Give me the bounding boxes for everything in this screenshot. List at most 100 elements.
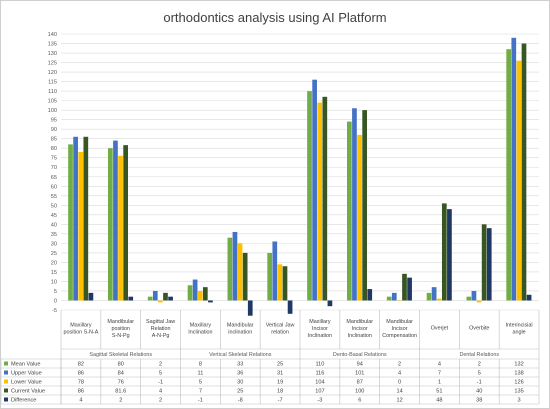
bar — [83, 136, 89, 301]
data-value: 76 — [118, 380, 124, 386]
data-value: 48 — [436, 398, 442, 404]
y-tick-label: 105 — [48, 99, 57, 105]
bar — [511, 37, 517, 301]
y-tick-label: 5 — [54, 289, 57, 295]
y-tick-label: 35 — [51, 232, 57, 238]
bar — [113, 140, 118, 301]
y-tick-label: 70 — [51, 165, 57, 171]
data-value: 87 — [357, 380, 363, 386]
bar — [158, 300, 163, 303]
y-tick-label: 85 — [51, 137, 57, 143]
bar — [168, 296, 173, 301]
bar — [521, 43, 527, 301]
y-tick-label: 95 — [51, 118, 57, 124]
data-value: 126 — [514, 380, 523, 386]
legend-label: Current Value — [11, 389, 45, 395]
legend-swatch — [4, 397, 8, 402]
bar — [88, 292, 94, 301]
data-value: 110 — [315, 362, 324, 368]
bar — [352, 108, 357, 301]
y-tick-label: 65 — [51, 175, 57, 181]
bar — [357, 134, 362, 301]
data-value: 138 — [514, 371, 523, 377]
bar — [476, 300, 482, 303]
bar — [526, 294, 532, 301]
legend-label: Lower Value — [11, 380, 42, 386]
data-value: 51 — [436, 389, 442, 395]
bar — [163, 292, 168, 301]
category-label: Mandibular Incisor Compensation — [382, 319, 417, 339]
data-value: 6 — [358, 398, 361, 404]
legend-label: Upper Value — [11, 371, 42, 377]
category-label: Maxillary position S-N-A — [64, 322, 99, 335]
bar — [506, 49, 512, 301]
bar — [108, 148, 113, 301]
data-value: 101 — [355, 371, 364, 377]
data-value: 19 — [277, 380, 283, 386]
data-value: 3 — [518, 398, 521, 404]
bar — [68, 144, 73, 301]
data-value: 0 — [398, 380, 401, 386]
chart-title: orthodontics analysis using AI Platform — [163, 10, 387, 25]
bar — [128, 296, 134, 301]
group-label: Sagittal Skeletal Relations — [89, 352, 152, 358]
y-tick-label: 30 — [51, 241, 57, 247]
data-value: 104 — [315, 380, 324, 386]
y-tick-label: 115 — [48, 80, 57, 86]
group-label: Dental Relations — [459, 352, 499, 358]
bar — [481, 224, 487, 301]
y-tick-label: 90 — [51, 127, 57, 133]
bar — [118, 155, 123, 301]
data-value: 36 — [237, 371, 243, 377]
bar — [237, 243, 243, 301]
category-label: Overbite — [469, 326, 489, 332]
bar — [73, 136, 78, 301]
data-value: 2 — [159, 398, 162, 404]
y-tick-label: 0 — [54, 298, 57, 304]
bar — [367, 289, 373, 301]
data-value: 38 — [476, 398, 482, 404]
bar — [447, 209, 452, 301]
legend-swatch — [4, 370, 8, 375]
data-value: 135 — [514, 389, 523, 395]
data-value: 81.6 — [115, 389, 126, 395]
y-tick-label: 50 — [51, 203, 57, 209]
bar — [347, 121, 352, 301]
bar — [322, 96, 328, 301]
data-value: 107 — [315, 389, 324, 395]
data-value: 40 — [476, 389, 482, 395]
data-value: 31 — [277, 371, 283, 377]
category-label: Maxillary Inclination — [188, 322, 212, 335]
data-value: -7 — [278, 398, 283, 404]
data-value: 30 — [237, 380, 243, 386]
data-value: 5 — [478, 371, 481, 377]
data-value: 2 — [119, 398, 122, 404]
category-label: Sagittal Jaw Relation A-N-Pg — [146, 319, 175, 339]
y-tick-label: 15 — [51, 270, 57, 276]
y-tick-label: 55 — [51, 194, 57, 200]
data-value: 84 — [118, 371, 124, 377]
data-value: 78 — [78, 380, 84, 386]
bar — [362, 110, 367, 301]
data-value: 33 — [237, 362, 243, 368]
category-label: Interincisial angle — [506, 322, 533, 335]
y-tick-label: -5 — [52, 308, 57, 314]
data-value: -1 — [198, 398, 203, 404]
bar — [466, 296, 472, 301]
bar — [208, 300, 213, 303]
bar — [386, 296, 392, 301]
category-label: Vertical Jaw relation — [266, 322, 295, 335]
bar — [277, 264, 283, 301]
bar — [272, 241, 278, 301]
legend-swatch — [4, 379, 8, 384]
group-label: Dento-Basal Relations — [333, 352, 387, 358]
data-value: 5 — [199, 380, 202, 386]
y-tick-label: 20 — [51, 260, 57, 266]
legend-swatch — [4, 361, 8, 366]
bar — [227, 237, 233, 301]
data-value: 86 — [78, 371, 84, 377]
bar — [202, 287, 208, 301]
bar — [441, 203, 447, 301]
y-tick-label: 110 — [48, 89, 57, 95]
